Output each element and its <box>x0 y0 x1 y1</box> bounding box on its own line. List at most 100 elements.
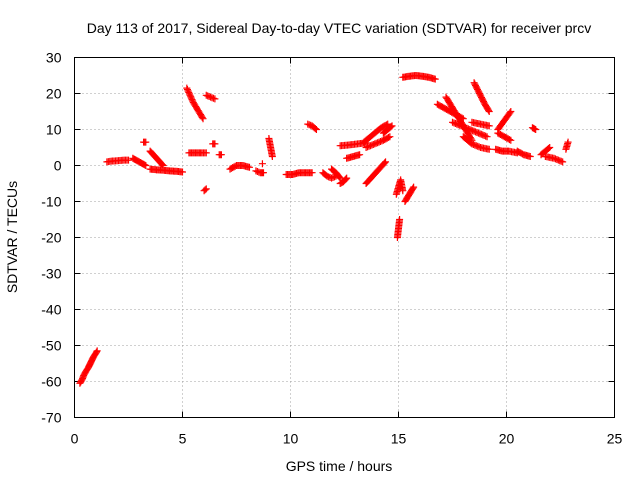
data-point <box>386 133 394 141</box>
data-point <box>343 174 351 182</box>
data-point <box>268 153 276 160</box>
data-point <box>381 159 389 167</box>
data-point <box>546 144 554 151</box>
series-arc-37 <box>468 118 493 130</box>
x-axis-label: GPS time / hours <box>286 458 393 474</box>
data-point <box>387 123 395 131</box>
grid <box>74 57 615 418</box>
series-arc-03 <box>129 154 150 169</box>
y-tick-label: 20 <box>46 86 62 102</box>
data-point <box>526 153 534 160</box>
series-arc-40 <box>494 129 515 144</box>
data-point <box>335 173 343 181</box>
data-point <box>485 106 492 114</box>
data-point <box>545 144 553 152</box>
data-point <box>483 133 491 141</box>
series-arc-25 <box>362 133 394 151</box>
series-arc-44 <box>541 153 567 166</box>
series-arc-10 <box>202 91 219 103</box>
series-arc-34 <box>449 118 491 141</box>
series-arc-42 <box>528 124 540 133</box>
x-tick-label: 10 <box>283 431 299 447</box>
data-point <box>506 136 514 144</box>
data-point <box>125 156 132 164</box>
series-arc-36 <box>470 79 493 115</box>
series-arc-08 <box>185 149 210 157</box>
series-arc-05 <box>146 147 167 169</box>
plot-frame <box>74 57 615 418</box>
data-marks <box>76 72 572 387</box>
series-arc-21 <box>336 174 351 187</box>
x-tick-label: 25 <box>607 431 623 447</box>
data-point <box>202 185 210 193</box>
series-arc-20 <box>328 165 344 182</box>
data-point <box>260 169 267 177</box>
series-arc-24 <box>360 120 392 146</box>
y-tick-label: 30 <box>46 50 62 66</box>
x-tick-label: 5 <box>179 431 187 447</box>
x-tick-label: 15 <box>391 431 407 447</box>
series-arc-09 <box>200 185 210 195</box>
series-arc-35 <box>459 133 493 153</box>
axis-ticks: 0 5 10 15 20 25 -70 -60 -50 -40 -30 -20 -10 0 10 20 30 <box>41 50 622 447</box>
y-tick-label: -30 <box>41 266 61 282</box>
series-arc-39 <box>494 108 515 133</box>
data-point <box>507 136 515 144</box>
series-arc-02 <box>103 156 132 166</box>
series-arc-11 <box>209 140 219 148</box>
series-arc-23 <box>343 151 364 162</box>
series-arc-26 <box>362 158 390 187</box>
data-point <box>485 145 493 153</box>
series-arc-01 <box>76 347 101 387</box>
series-arc-19 <box>319 169 340 182</box>
data-point <box>485 122 493 130</box>
data-point <box>564 138 572 146</box>
data-point <box>396 216 404 223</box>
series-arc-33 <box>442 93 476 144</box>
data-point <box>202 149 210 157</box>
data-point <box>92 348 100 356</box>
data-point <box>356 151 364 159</box>
y-axis-label: SDTVAR / TECUs <box>4 181 20 293</box>
data-point <box>385 133 393 141</box>
y-tick-label: 0 <box>54 158 62 174</box>
chart-title: Day 113 of 2017, Sidereal Day-to-day VTE… <box>87 20 591 36</box>
series-arc-45 <box>562 138 572 153</box>
series-arc-16 <box>265 135 276 160</box>
x-tick-label: 0 <box>71 431 79 447</box>
data-point <box>507 108 515 115</box>
data-point <box>211 140 219 148</box>
data-point <box>410 183 418 191</box>
x-tick-label: 20 <box>499 431 515 447</box>
data-point <box>485 108 493 115</box>
data-point <box>431 75 439 83</box>
data-point <box>382 158 390 166</box>
series-arc-27 <box>379 122 396 137</box>
y-tick-label: -20 <box>41 230 61 246</box>
data-point <box>258 160 266 168</box>
series-arc-06 <box>146 165 186 176</box>
series-arc-41 <box>513 147 534 160</box>
series-arc-14 <box>252 167 267 177</box>
series-arc-31 <box>399 72 439 83</box>
data-point <box>179 168 186 176</box>
data-point <box>388 122 396 130</box>
y-tick-label: -60 <box>41 374 61 390</box>
y-tick-label: -50 <box>41 338 61 354</box>
series-arc-18 <box>304 120 320 133</box>
data-point <box>559 158 567 166</box>
data-point <box>199 115 207 123</box>
data-point <box>399 187 407 195</box>
series-arc-13 <box>226 162 253 173</box>
series-arc-15 <box>258 160 266 168</box>
data-point <box>198 113 206 121</box>
data-point <box>342 175 350 183</box>
series-arc-30 <box>401 183 418 205</box>
y-tick-label: -40 <box>41 302 61 318</box>
data-point <box>308 169 316 177</box>
data-point <box>93 347 101 355</box>
y-tick-label: -10 <box>41 194 61 210</box>
series-arc-29 <box>393 216 404 241</box>
data-point <box>142 162 150 169</box>
series-arc-07 <box>183 84 207 123</box>
